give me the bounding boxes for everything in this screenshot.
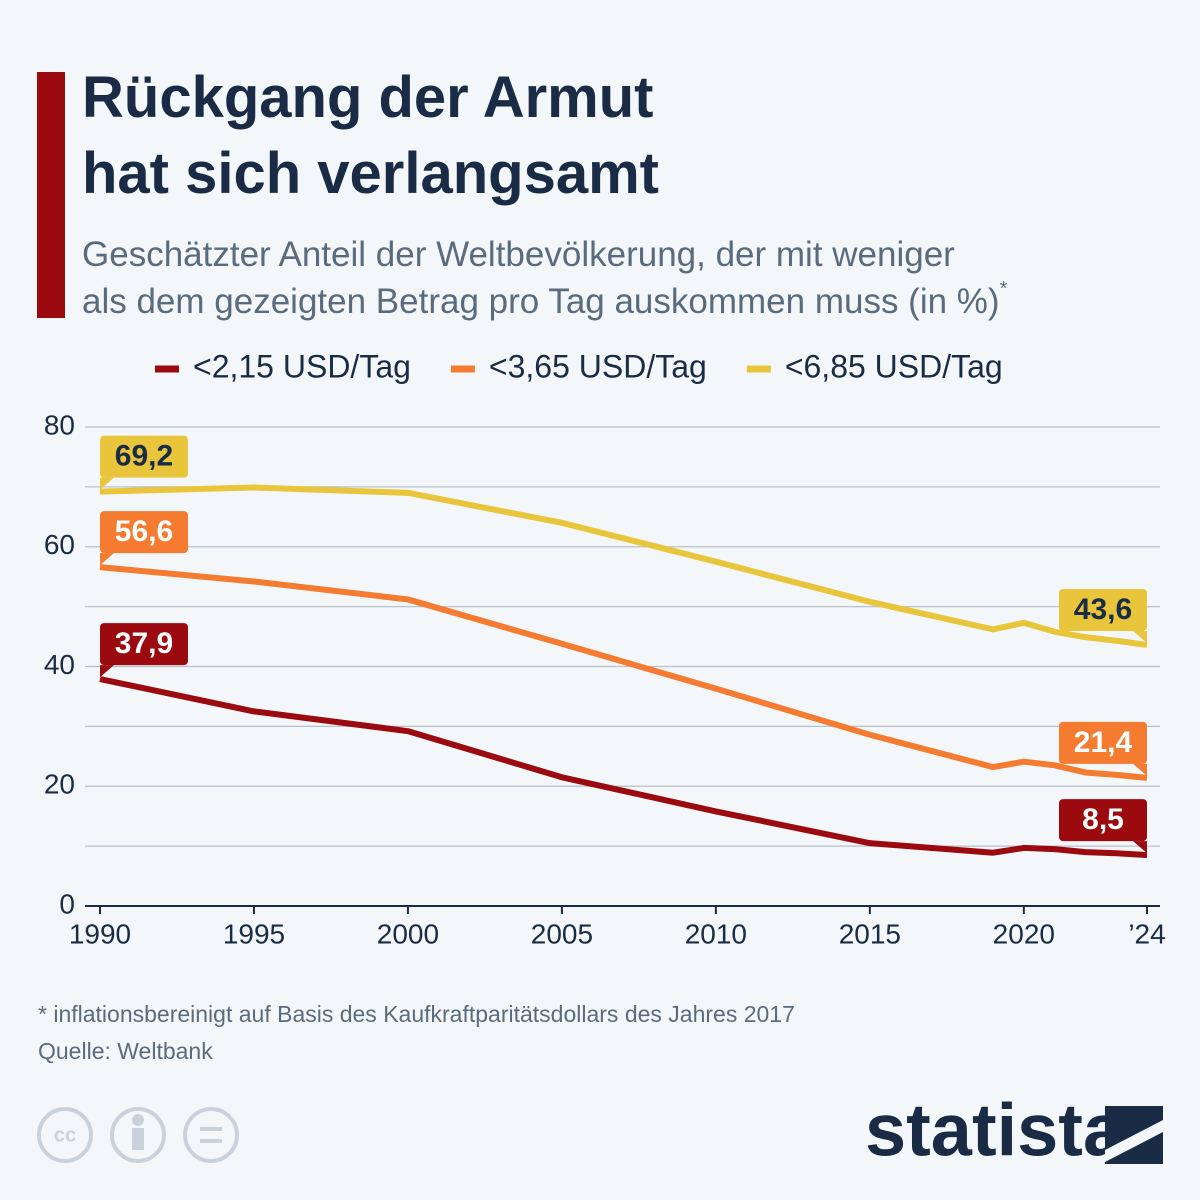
x-tick-label: 2010 — [685, 918, 747, 949]
x-tick-label: ’24 — [1128, 918, 1165, 949]
brand-icon — [1105, 1106, 1163, 1164]
value-label: 56,6 — [115, 515, 173, 548]
value-callout: 56,6 — [100, 511, 188, 566]
callout-pointer — [1133, 630, 1147, 643]
footnote: * inflationsbereinigt auf Basis des Kauf… — [38, 1001, 795, 1027]
callout-box — [1059, 721, 1147, 764]
callout-pointer — [1133, 763, 1147, 776]
callout-pointer — [100, 553, 114, 566]
callout-box — [100, 511, 188, 554]
value-label: 8,5 — [1082, 803, 1124, 836]
license-icons: cc — [37, 1107, 239, 1163]
callout-box — [1059, 799, 1147, 842]
chart-subtitle: Geschätzter Anteil der Weltbevölkerung, … — [82, 235, 1008, 321]
y-tick-label: 40 — [44, 649, 75, 680]
legend-label: <6,85 USD/Tag — [785, 348, 1003, 384]
value-callout: 37,9 — [100, 623, 188, 678]
callout-pointer — [100, 477, 114, 490]
callout-pointer — [100, 665, 114, 678]
callout-box — [1059, 588, 1147, 631]
source: Quelle: Weltbank — [38, 1038, 213, 1064]
y-tick-label: 80 — [44, 409, 75, 440]
svg-text:cc: cc — [54, 1124, 76, 1146]
callout-box — [100, 435, 188, 478]
y-tick-label: 20 — [44, 769, 75, 800]
y-tick-label: 60 — [44, 529, 75, 560]
value-callout: 43,6 — [1059, 588, 1147, 643]
value-callout: 69,2 — [100, 435, 188, 490]
value-label: 37,9 — [115, 627, 173, 660]
value-label: 21,4 — [1074, 726, 1133, 759]
value-callout: 21,4 — [1059, 721, 1147, 776]
value-label: 69,2 — [115, 440, 173, 473]
series-line — [99, 564, 1148, 781]
x-tick-label: 2015 — [839, 918, 901, 949]
callout-box — [100, 623, 188, 666]
x-tick-label: 2000 — [377, 918, 439, 949]
accent-bar — [37, 72, 65, 318]
x-tick-label: 2020 — [993, 918, 1055, 949]
legend-label: <3,65 USD/Tag — [489, 348, 707, 384]
value-label: 43,6 — [1074, 593, 1132, 626]
x-tick-label: 1995 — [223, 918, 285, 949]
subtitle-marker: * — [1000, 278, 1008, 300]
y-tick-label: 0 — [59, 888, 75, 919]
x-tick-label: 2005 — [531, 918, 593, 949]
callout-pointer — [1133, 841, 1147, 854]
legend-label: <2,15 USD/Tag — [193, 348, 411, 384]
chart-title: Rückgang der Armut hat sich verlangsamt — [82, 65, 659, 206]
x-tick-label: 1990 — [69, 918, 131, 949]
value-callout: 8,5 — [1059, 799, 1147, 854]
series-line — [99, 484, 1148, 648]
brand-logo: statista — [865, 1089, 1125, 1172]
series-line — [99, 676, 1148, 859]
